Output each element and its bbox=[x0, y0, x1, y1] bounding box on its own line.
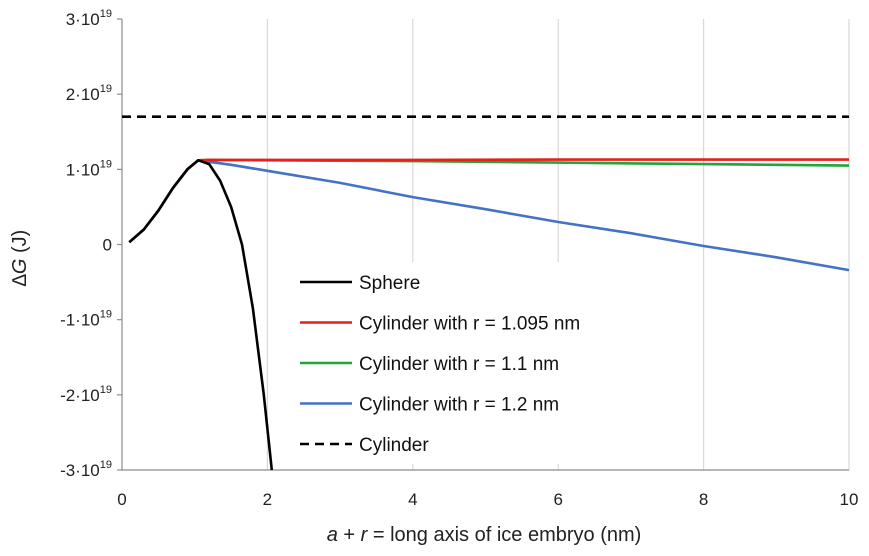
x-tick-label-5: 10 bbox=[840, 490, 859, 509]
y-tick-label-5: -2·1019 bbox=[60, 384, 112, 405]
y-axis-title: ∆G (J) bbox=[9, 230, 31, 287]
legend-label-3: Cylinder with r = 1.2 nm bbox=[359, 395, 559, 416]
legend-label-4: Cylinder bbox=[359, 435, 429, 456]
x-axis-var-a: a bbox=[327, 524, 338, 546]
y-tick-label-2: 1·1019 bbox=[66, 158, 112, 179]
legend-label-2: Cylinder with r = 1.1 nm bbox=[359, 354, 559, 375]
y-tick-label-4: -1·1019 bbox=[60, 309, 112, 330]
x-tick-label-2: 4 bbox=[408, 490, 417, 509]
ticks-layer: 3·1019 2·1019 1·1019 0 -1·1019 -2·1019 -3·1019… bbox=[60, 8, 858, 509]
legend-background bbox=[292, 262, 672, 464]
legend-label-1: Cylinder with r = 1.095 nm bbox=[359, 314, 580, 335]
y-tick-label-3: 0 bbox=[103, 236, 112, 255]
x-axis-plus: + bbox=[338, 524, 361, 546]
x-tick-label-1: 2 bbox=[263, 490, 272, 509]
x-axis-var-r: r bbox=[361, 524, 369, 546]
series-line-0 bbox=[128, 159, 274, 471]
y-axis-unit: (J) bbox=[9, 230, 31, 259]
y-tick-label-1: 2·1019 bbox=[66, 83, 112, 104]
x-tick-label-4: 8 bbox=[699, 490, 708, 509]
x-tick-label-0: 0 bbox=[117, 490, 126, 509]
y-tick-label-0: 3·1019 bbox=[66, 8, 112, 29]
series-layer bbox=[122, 115, 850, 471]
y-tick-label-6: -3·1019 bbox=[60, 459, 112, 480]
x-tick-label-3: 6 bbox=[553, 490, 562, 509]
x-axis-rest: = long axis of ice embryo (nm) bbox=[367, 524, 641, 546]
x-axis-title: a + r = long axis of ice embryo (nm) bbox=[327, 524, 642, 546]
legend: Sphere Cylinder with r = 1.095 nm Cylinder… bbox=[292, 262, 672, 464]
y-axis-symbol: ∆G bbox=[9, 259, 31, 287]
legend-label-0: Sphere bbox=[359, 273, 420, 294]
